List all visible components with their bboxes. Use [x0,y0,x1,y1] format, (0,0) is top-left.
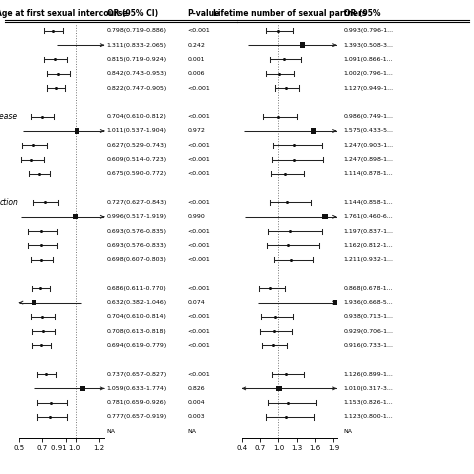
Text: 0.868(0.678-1...: 0.868(0.678-1... [344,286,393,291]
Text: 1.247(0.903-1...: 1.247(0.903-1... [344,143,394,148]
Text: 0.001: 0.001 [187,57,205,62]
Text: 0.996(0.517-1.919): 0.996(0.517-1.919) [107,214,167,219]
Text: 1.761(0.460-6...: 1.761(0.460-6... [344,214,393,219]
Text: NA: NA [187,429,196,434]
Text: 0.675(0.590-0.772): 0.675(0.590-0.772) [107,172,167,176]
FancyBboxPatch shape [75,128,80,134]
FancyBboxPatch shape [322,214,328,219]
Text: <0.001: <0.001 [187,86,210,91]
Text: 1.002(0.796-1...: 1.002(0.796-1... [344,71,393,76]
Text: <0.001: <0.001 [187,228,210,234]
Text: NA: NA [344,429,353,434]
Text: 1.114(0.878-1...: 1.114(0.878-1... [344,172,393,176]
Text: <0.001: <0.001 [187,257,210,262]
Text: 0.727(0.627-0.843): 0.727(0.627-0.843) [107,200,167,205]
Text: 0.632(0.382-1.046): 0.632(0.382-1.046) [107,300,167,305]
Text: 0.986(0.749-1...: 0.986(0.749-1... [344,114,393,119]
Text: 1.393(0.508-3...: 1.393(0.508-3... [344,43,393,48]
Text: 0.704(0.610-0.812): 0.704(0.610-0.812) [107,114,166,119]
FancyBboxPatch shape [276,386,282,391]
Text: Lifetime number of sexual partners: Lifetime number of sexual partners [212,9,366,18]
Text: Age at first sexual intercourse: Age at first sexual intercourse [0,9,128,18]
FancyBboxPatch shape [311,128,316,134]
Text: disease: disease [0,112,18,121]
Text: <0.001: <0.001 [187,286,210,291]
Text: 0.815(0.719-0.924): 0.815(0.719-0.924) [107,57,167,62]
Text: 0.916(0.733-1...: 0.916(0.733-1... [344,343,393,348]
Text: 0.737(0.657-0.827): 0.737(0.657-0.827) [107,372,167,376]
FancyBboxPatch shape [300,43,305,48]
Text: 0.686(0.611-0.770): 0.686(0.611-0.770) [107,286,166,291]
Text: NA: NA [107,429,116,434]
Text: 0.004: 0.004 [187,400,205,405]
Text: 0.798(0.719-0.886): 0.798(0.719-0.886) [107,28,167,33]
Text: <0.001: <0.001 [187,243,210,248]
Text: OR (95%: OR (95% [344,9,380,18]
Text: 0.708(0.613-0.818): 0.708(0.613-0.818) [107,328,166,334]
Text: 0.006: 0.006 [187,71,205,76]
Text: 0.627(0.529-0.743): 0.627(0.529-0.743) [107,143,167,148]
Text: <0.001: <0.001 [187,172,210,176]
Text: 1.127(0.949-1...: 1.127(0.949-1... [344,86,394,91]
Text: 1.091(0.866-1...: 1.091(0.866-1... [344,57,393,62]
Text: 0.693(0.576-0.835): 0.693(0.576-0.835) [107,228,167,234]
Text: 1.153(0.826-1...: 1.153(0.826-1... [344,400,393,405]
FancyBboxPatch shape [80,386,85,391]
Text: 1.211(0.932-1...: 1.211(0.932-1... [344,257,393,262]
FancyBboxPatch shape [73,214,78,219]
Text: OR (95% CI): OR (95% CI) [107,9,158,18]
Text: 0.993(0.796-1...: 0.993(0.796-1... [344,28,394,33]
Text: 1.162(0.812-1...: 1.162(0.812-1... [344,243,393,248]
Text: <0.001: <0.001 [187,314,210,319]
Text: 0.826: 0.826 [187,386,205,391]
Text: <0.001: <0.001 [187,328,210,334]
Text: 0.694(0.619-0.779): 0.694(0.619-0.779) [107,343,167,348]
Text: 0.842(0.743-0.953): 0.842(0.743-0.953) [107,71,167,76]
Text: 0.242: 0.242 [187,43,205,48]
Text: 0.003: 0.003 [187,414,205,419]
Text: <0.001: <0.001 [187,343,210,348]
Text: <0.001: <0.001 [187,372,210,376]
Text: 1.123(0.800-1...: 1.123(0.800-1... [344,414,393,419]
Text: 0.704(0.610-0.814): 0.704(0.610-0.814) [107,314,166,319]
Text: 1.126(0.899-1...: 1.126(0.899-1... [344,372,393,376]
Text: 1.011(0.537-1.904): 1.011(0.537-1.904) [107,128,167,134]
Text: 1.197(0.837-1...: 1.197(0.837-1... [344,228,393,234]
Text: <0.001: <0.001 [187,28,210,33]
Text: 0.609(0.514-0.723): 0.609(0.514-0.723) [107,157,167,162]
Text: <0.001: <0.001 [187,157,210,162]
Text: 1.144(0.858-1...: 1.144(0.858-1... [344,200,393,205]
Text: 0.929(0.706-1...: 0.929(0.706-1... [344,328,393,334]
Text: <0.001: <0.001 [187,200,210,205]
Text: 0.074: 0.074 [187,300,205,305]
Text: <0.001: <0.001 [187,114,210,119]
Text: 0.822(0.747-0.905): 0.822(0.747-0.905) [107,86,167,91]
Text: ction: ction [0,198,18,207]
Text: 1.311(0.833-2.065): 1.311(0.833-2.065) [107,43,167,48]
Text: 0.777(0.657-0.919): 0.777(0.657-0.919) [107,414,167,419]
Text: 1.010(0.317-3...: 1.010(0.317-3... [344,386,393,391]
Text: 0.938(0.713-1...: 0.938(0.713-1... [344,314,393,319]
Text: 0.693(0.576-0.833): 0.693(0.576-0.833) [107,243,167,248]
Text: <0.001: <0.001 [187,143,210,148]
Text: P-value: P-value [187,9,219,18]
Text: 0.972: 0.972 [187,128,205,134]
Text: 0.698(0.607-0.803): 0.698(0.607-0.803) [107,257,166,262]
Text: 1.059(0.633-1.774): 1.059(0.633-1.774) [107,386,167,391]
FancyBboxPatch shape [333,300,338,305]
Text: 0.781(0.659-0.926): 0.781(0.659-0.926) [107,400,167,405]
FancyBboxPatch shape [109,43,114,48]
Text: 1.936(0.668-5...: 1.936(0.668-5... [344,300,393,305]
Text: 0.990: 0.990 [187,214,205,219]
Text: 1.247(0.898-1...: 1.247(0.898-1... [344,157,393,162]
Text: 1.575(0.433-5...: 1.575(0.433-5... [344,128,393,134]
FancyBboxPatch shape [32,300,36,305]
